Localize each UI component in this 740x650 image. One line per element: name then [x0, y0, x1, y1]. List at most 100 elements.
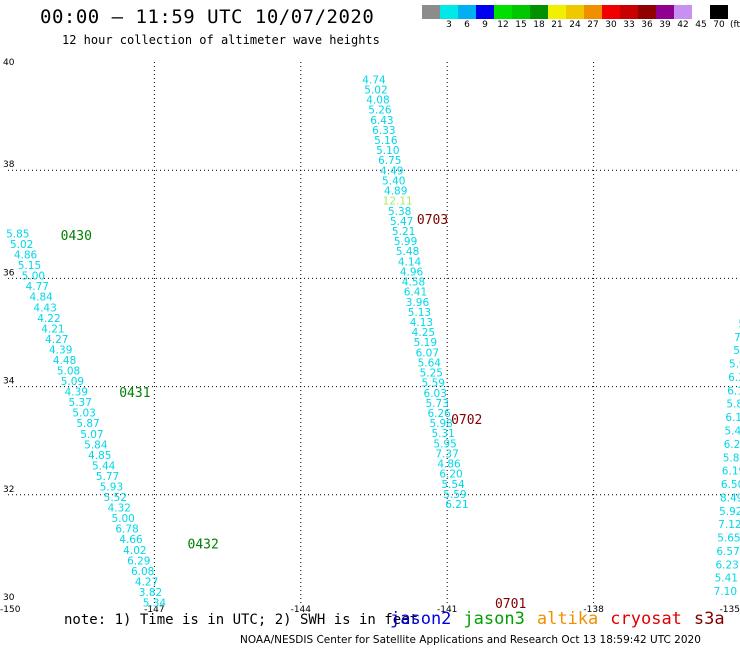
wave-height-value: 4.43	[33, 302, 56, 314]
wave-height-value: 6.03	[424, 388, 447, 400]
wave-height-value: 7.37	[435, 448, 458, 460]
x-tick-label: -141	[437, 605, 457, 615]
legend-swatch	[548, 5, 566, 19]
wave-height-value: 5.40	[382, 175, 405, 187]
wave-height-value: 6.78	[115, 524, 138, 536]
wave-height-value: 5.07	[80, 429, 103, 441]
y-tick-label: 32	[3, 485, 14, 495]
satellite-cryosat: cryosat	[610, 609, 682, 629]
legend-swatch	[710, 5, 728, 19]
wave-height-value: 5.59	[443, 489, 466, 501]
wave-height-value: 4.85	[88, 450, 111, 462]
wave-height-value: 6.33	[372, 125, 395, 137]
wave-height-value: 5.08	[57, 366, 80, 378]
y-tick-label: 30	[3, 593, 15, 603]
legend-swatch	[674, 5, 692, 19]
x-tick-label: -150	[0, 605, 21, 615]
pass-time-label: 0702	[451, 413, 482, 428]
wave-height-value: 6.29	[127, 555, 150, 567]
y-tick-label: 40	[3, 58, 15, 68]
x-tick-label: -135	[720, 605, 740, 615]
legend-swatch	[422, 5, 440, 19]
wave-height-value: 12.11	[383, 196, 413, 208]
legend-label: 21	[551, 20, 563, 30]
wave-height-value: 5.52	[104, 492, 127, 504]
legend-label: 42	[677, 20, 689, 30]
wave-height-value: 5.47	[390, 216, 413, 228]
y-tick-label: 36	[3, 268, 15, 278]
wave-height-value: 5.19	[414, 337, 437, 349]
legend-swatch	[620, 5, 638, 19]
wave-height-value: 5.38	[388, 206, 411, 218]
x-tick-label: -144	[291, 605, 312, 615]
wave-height-value: 5.59	[422, 378, 445, 390]
wave-height-value: 5.41	[715, 573, 738, 585]
wave-height-value: 8.49	[720, 492, 740, 504]
wave-height-value: 5.16	[374, 135, 398, 147]
legend-label: 70	[713, 20, 725, 30]
legend-swatch	[638, 5, 656, 19]
wave-height-value: 5.99	[394, 236, 417, 248]
chart-title: 00:00 – 11:59 UTC 10/07/2020	[40, 6, 375, 28]
wave-height-value: 5.64	[418, 357, 442, 369]
wave-height-value: 3.96	[406, 297, 430, 309]
legend-swatch	[458, 5, 476, 19]
wave-height-value: 4.86	[14, 250, 38, 262]
legend-label: 24	[569, 20, 581, 30]
wave-height-value: 5.03	[72, 408, 95, 420]
wave-height-value: 4.84	[29, 292, 53, 304]
wave-height-value: 5.34	[143, 597, 167, 609]
wave-height-value: 5.87	[723, 452, 740, 464]
wave-height-value: 5.84	[84, 439, 108, 451]
wave-height-value: 6.14	[725, 412, 740, 424]
pass-time-label: 0430	[61, 229, 92, 244]
wave-height-value: 6.43	[370, 115, 393, 127]
legend-label: 12	[497, 20, 509, 30]
footer-note: note: 1) Time is in UTC; 2) SWH is in fe…	[64, 612, 419, 628]
legend-label: 45	[695, 20, 707, 30]
wave-height-value: 5.44	[92, 460, 116, 472]
wave-height-value: 5.00	[111, 513, 134, 525]
wave-height-value: 4.48	[53, 355, 76, 367]
wave-height-value: 5.21	[392, 226, 415, 238]
chart-subtitle: 12 hour collection of altimeter wave hei…	[62, 33, 380, 47]
legend-swatch	[440, 5, 458, 19]
wave-height-value: 4.02	[123, 545, 146, 557]
wave-height-value: 4.21	[41, 323, 64, 335]
legend-swatch	[530, 5, 548, 19]
satellite-altika: altika	[536, 609, 599, 629]
wave-height-value: 4.66	[119, 534, 143, 546]
wave-height-value: 4.08	[366, 95, 389, 107]
wave-height-value: 4.25	[412, 327, 435, 339]
footer-credit: NOAA/NESDIS Center for Satellite Applica…	[240, 634, 701, 646]
wave-height-value: 5.15	[18, 260, 41, 272]
legend-swatches	[422, 5, 740, 19]
wave-height-value: 5.02	[10, 239, 33, 251]
legend-label: 6	[464, 20, 470, 30]
legend-unit: (ft)	[730, 20, 740, 30]
legend-swatch	[476, 5, 494, 19]
wave-height-value: 5.5	[733, 345, 740, 357]
satellite-legend: jason2 jason3 altika cryosat s3a	[390, 609, 737, 629]
wave-height-value: 5.31	[431, 428, 454, 440]
legend-swatch	[602, 5, 620, 19]
wave-height-value: 5.98	[429, 418, 452, 430]
y-tick-label: 38	[3, 160, 15, 170]
pass-time-label: 0432	[188, 537, 219, 552]
pass-time-label: 0703	[417, 213, 448, 228]
wave-height-value: 4.58	[402, 277, 425, 289]
legend-label: 9	[482, 20, 488, 30]
wave-height-value: 7.12	[718, 519, 740, 531]
wave-height-value: 4.27	[45, 334, 68, 346]
wave-height-value: 4.74	[362, 74, 386, 86]
wave-height-value: 4.89	[384, 186, 407, 198]
wave-height-value: 5.73	[426, 398, 449, 410]
wave-height-value: 6.50	[721, 479, 740, 491]
wave-height-value: 6.33	[728, 372, 740, 384]
legend-label: 27	[587, 20, 599, 30]
wave-height-value: 4.77	[26, 281, 49, 293]
wave-height-value: 5.09	[61, 376, 84, 388]
wave-height-value: 5.77	[96, 471, 119, 483]
